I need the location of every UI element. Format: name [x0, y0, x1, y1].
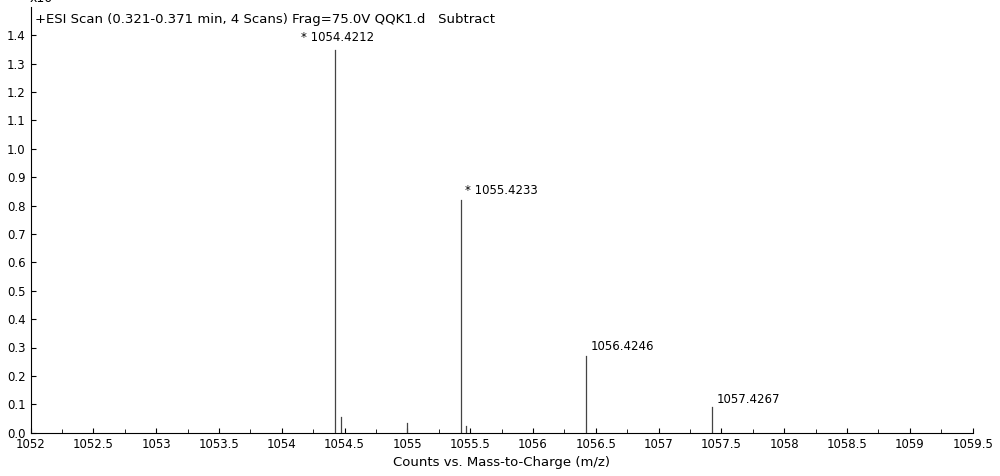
X-axis label: Counts vs. Mass-to-Charge (m/z): Counts vs. Mass-to-Charge (m/z): [393, 456, 610, 469]
Text: * 1054.4212: * 1054.4212: [301, 31, 374, 44]
Text: 1056.4246: 1056.4246: [591, 340, 654, 353]
Text: +ESI Scan (0.321-0.371 min, 4 Scans) Frag=75.0V QQK1.d   Subtract: +ESI Scan (0.321-0.371 min, 4 Scans) Fra…: [35, 13, 495, 26]
Text: x10: x10: [30, 0, 53, 5]
Text: 1057.4267: 1057.4267: [716, 393, 780, 406]
Text: * 1055.4233: * 1055.4233: [465, 184, 538, 197]
